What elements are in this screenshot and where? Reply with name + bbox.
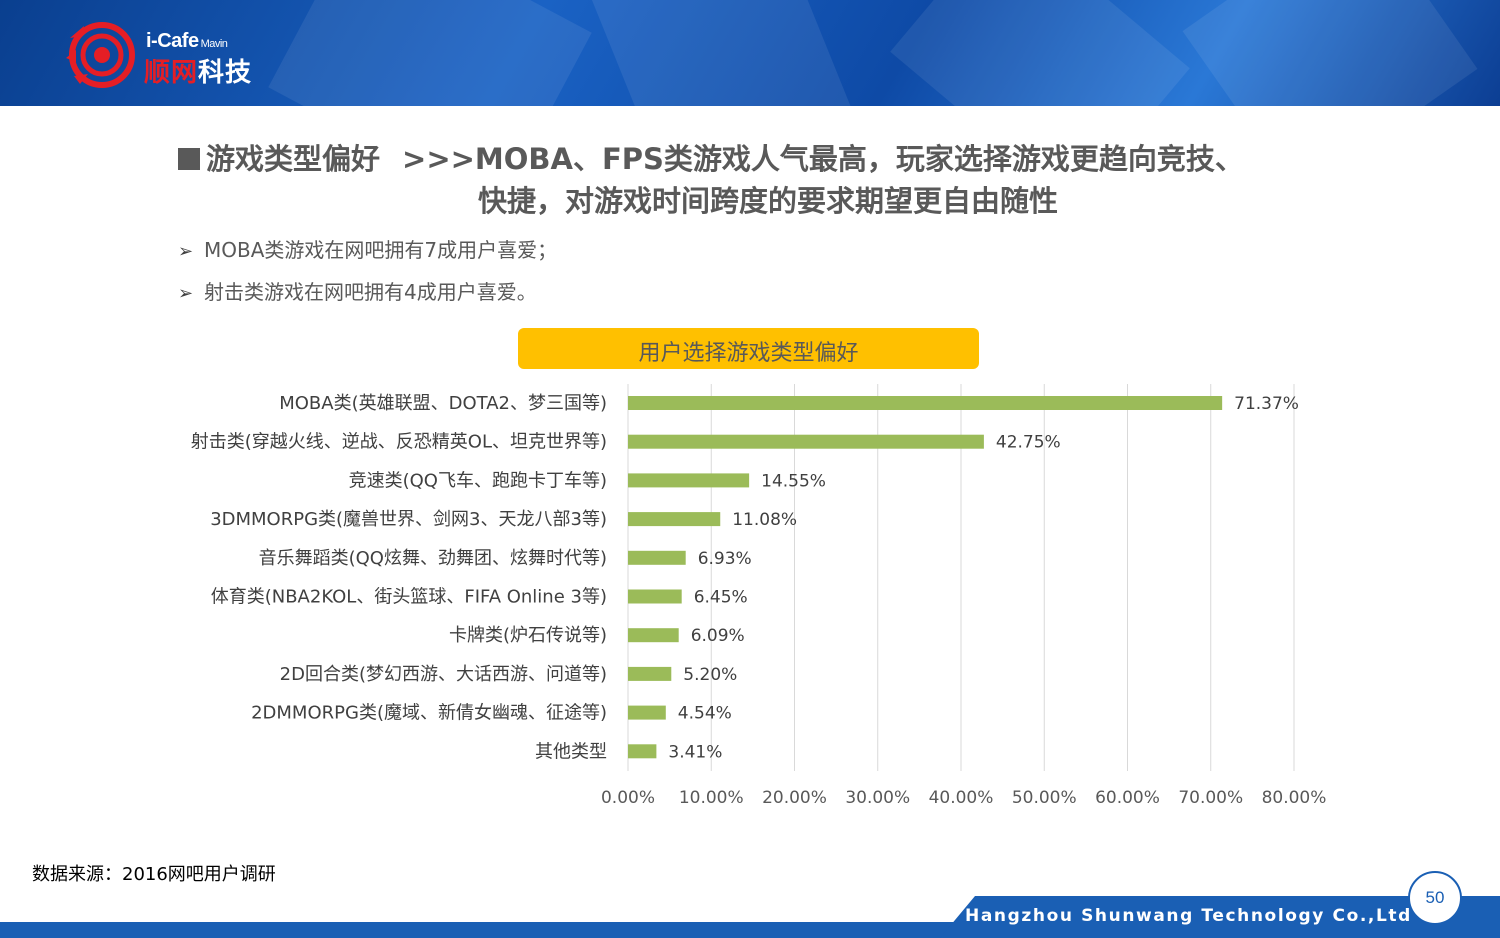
x-tick-label: 30.00% xyxy=(845,788,910,808)
category-label: 射击类(穿越火线、逆战、反恐精英OL、坦克世界等) xyxy=(191,432,607,453)
data-label: 5.20% xyxy=(683,665,737,685)
bar xyxy=(628,666,672,681)
x-tick-label: 20.00% xyxy=(762,788,827,808)
brand-cn: 顺网科技 xyxy=(144,58,253,88)
category-label: 音乐舞蹈类(QQ炫舞、劲舞团、炫舞时代等) xyxy=(259,548,607,569)
x-tick-label: 70.00% xyxy=(1178,788,1243,808)
data-label: 6.93% xyxy=(698,549,752,569)
chart-title: 用户选择游戏类型偏好 xyxy=(518,328,979,369)
square-bullet-icon xyxy=(178,148,200,170)
headline-line2: 快捷，对游戏时间跨度的要求期望更自由随性 xyxy=(478,184,1059,218)
data-source-note: 数据来源：2016网吧用户调研 xyxy=(32,864,276,885)
data-label: 6.09% xyxy=(691,626,745,646)
category-label: 2D回合类(梦幻西游、大话西游、问道等) xyxy=(280,664,607,685)
bar xyxy=(628,550,686,565)
data-label: 3.41% xyxy=(668,742,722,762)
company-logo: i-Cafe Mavin 顺网科技 xyxy=(62,12,302,92)
bar-chart: 0.00% 10.00% 20.00% 30.00% 40.00% 50.00% 60.00… xyxy=(191,384,1327,808)
headline-topic: 游戏类型偏好 xyxy=(206,142,381,176)
bullet-item: ➢ 射击类游戏在网吧拥有4成用户喜爱。 xyxy=(178,272,557,314)
bullet-list: ➢ MOBA类游戏在网吧拥有7成用户喜爱； ➢ 射击类游戏在网吧拥有4成用户喜爱。 xyxy=(178,230,557,314)
x-tick-label: 60.00% xyxy=(1095,788,1160,808)
bar xyxy=(628,589,682,604)
bar xyxy=(628,744,657,759)
target-logo-icon xyxy=(66,22,135,88)
page-number: 50 xyxy=(1408,871,1462,925)
data-label: 42.75% xyxy=(996,433,1061,453)
footer-company: Hangzhou Shunwang Technology Co.,Ltd xyxy=(965,906,1412,926)
x-tick-label: 40.00% xyxy=(929,788,994,808)
category-label: 2DMMORPG类(魔域、新倩女幽魂、征途等) xyxy=(251,703,607,724)
bar xyxy=(628,628,679,643)
x-tick-label: 50.00% xyxy=(1012,788,1077,808)
x-tick-label: 10.00% xyxy=(679,788,744,808)
x-tick-label: 0.00% xyxy=(601,788,655,808)
category-label: 3DMMORPG类(魔兽世界、剑网3、天龙八部3等) xyxy=(210,509,607,530)
footer-bar xyxy=(0,896,1500,938)
bar xyxy=(628,434,984,449)
bullet-item: ➢ MOBA类游戏在网吧拥有7成用户喜爱； xyxy=(178,230,557,272)
bar xyxy=(628,705,666,720)
data-label: 14.55% xyxy=(761,471,826,491)
bar xyxy=(628,396,1223,410)
top-banner: i-Cafe Mavin 顺网科技 xyxy=(0,0,1500,106)
bar xyxy=(628,473,750,488)
category-label: 卡牌类(炉石传说等) xyxy=(449,625,607,646)
category-label: 竞速类(QQ飞车、跑跑卡丁车等) xyxy=(349,470,607,491)
brand-en: i-Cafe Mavin xyxy=(146,30,228,52)
arrow-bullet-icon: ➢ xyxy=(178,283,194,304)
category-label: 体育类(NBA2KOL、街头篮球、FIFA Online 3等) xyxy=(211,587,607,608)
category-label: MOBA类(英雄联盟、DOTA2、梦三国等) xyxy=(279,393,607,414)
arrow-bullet-icon: ➢ xyxy=(178,241,194,262)
category-label: 其他类型 xyxy=(535,741,607,762)
data-label: 11.08% xyxy=(732,510,797,530)
x-tick-label: 80.00% xyxy=(1262,788,1327,808)
page-headline: 游戏类型偏好 >>>MOBA、FPS类游戏人气最高，玩家选择游戏更趋向竞技、 快捷… xyxy=(178,138,1338,222)
data-label: 6.45% xyxy=(694,588,748,608)
headline-line1: >>>MOBA、FPS类游戏人气最高，玩家选择游戏更趋向竞技、 xyxy=(402,142,1244,176)
data-label: 71.37% xyxy=(1234,394,1299,414)
data-label: 4.54% xyxy=(678,704,732,724)
bar xyxy=(628,512,721,527)
